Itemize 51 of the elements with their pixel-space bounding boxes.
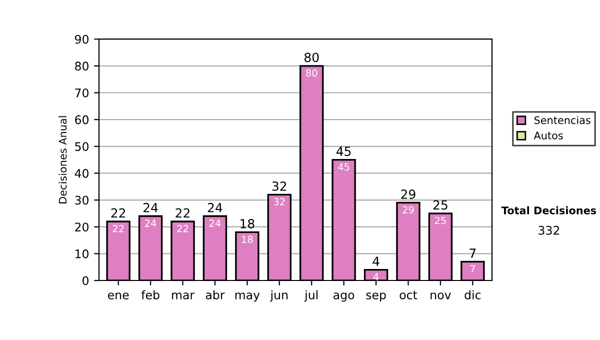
data-label: 29 [402,206,414,214]
y-tick-label: 0 [82,276,88,286]
x-tick-label: abr [206,290,225,300]
total-label: 4 [372,256,380,266]
x-tick-label: oct [400,290,418,300]
data-label: 80 [306,69,318,77]
data-label: 22 [177,224,188,232]
legend-label: Sentencias [534,116,590,124]
data-label: 7 [470,265,475,272]
total-label: 80 [304,52,319,62]
total-label: 24 [208,202,222,212]
y-tick-label: 70 [75,88,88,98]
y-tick-label: 90 [75,34,88,44]
total-label: 7 [470,248,476,258]
total-label: 22 [111,208,126,218]
x-tick-label: mar [172,292,195,300]
y-tick-label: 30 [75,196,88,205]
data-label: 18 [242,236,253,243]
y-tick-label: 50 [75,142,88,152]
x-tick-label: sep [366,292,386,302]
data-label: 45 [338,163,350,171]
y-tick-label: 80 [75,62,88,71]
legend-label: Autos [534,132,563,140]
text: Total Decisiones [501,206,596,214]
x-tick-label: ene [108,292,129,300]
data-label: 4 [373,273,379,280]
text: 332 [538,226,560,235]
y-tick-label: 10 [76,249,88,258]
y-axis-title: Decisiones Anual [58,116,67,204]
y-tick-label: 20 [75,222,88,232]
x-tick-label: dic [464,290,481,300]
data-label: 24 [209,220,221,227]
total-label: 22 [176,208,190,218]
x-tick-label: jul [304,290,318,302]
data-label: 22 [112,224,124,232]
x-tick-label: jun [270,290,288,302]
x-tick-label: may [235,292,260,302]
data-label: 32 [274,198,285,206]
x-tick-label: feb [141,290,160,300]
total-label: 25 [433,200,448,210]
data-label: 24 [145,220,156,227]
y-tick-label: 60 [75,115,88,124]
y-tick-label: 40 [74,168,88,178]
total-label: 29 [401,189,416,199]
x-tick-label: ago [334,292,354,302]
total-label: 45 [336,146,351,156]
x-tick-label: nov [430,292,451,300]
total-label: 32 [272,181,286,191]
total-label: 24 [144,202,158,212]
total-label: 18 [240,219,254,228]
data-label: 25 [434,216,446,224]
